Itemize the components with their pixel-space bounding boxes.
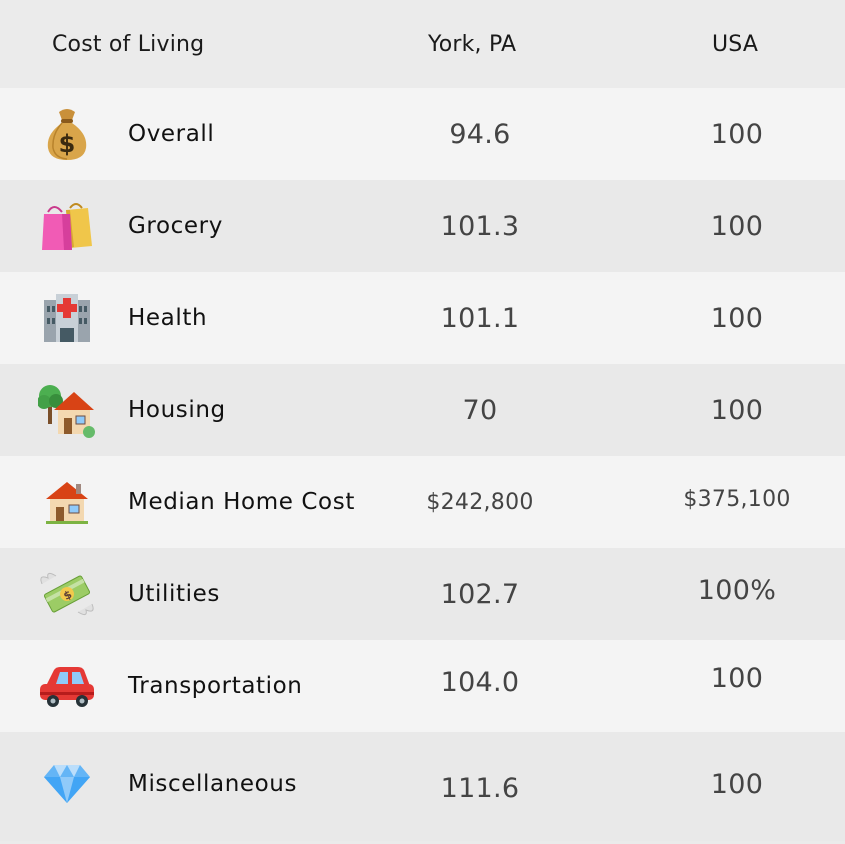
- hospital-icon: [38, 292, 96, 344]
- table-row: $ Utilities 102.7 100%: [0, 548, 845, 640]
- header-usa: USA: [712, 32, 759, 57]
- house-icon: [38, 476, 96, 528]
- york-value: 70: [462, 394, 498, 426]
- row-label: Health: [128, 304, 208, 331]
- usa-value: 100: [710, 768, 764, 800]
- usa-value: 100: [710, 662, 764, 694]
- usa-value: 100: [710, 118, 764, 150]
- table-row: Miscellaneous 111.6 100: [0, 732, 845, 841]
- york-value: 101.3: [440, 210, 520, 242]
- table-header: Cost of Living York, PA USA: [0, 0, 845, 86]
- york-value: 102.7: [440, 578, 520, 610]
- money-bag-icon: $: [38, 108, 96, 160]
- house-with-garden-icon: [38, 384, 96, 438]
- header-title: Cost of Living: [52, 32, 205, 57]
- usa-value: 100: [710, 210, 764, 242]
- row-label: Overall: [128, 120, 215, 147]
- row-label: Utilities: [128, 580, 220, 607]
- money-with-wings-icon: $: [38, 568, 96, 620]
- table-row: Health 101.1 100: [0, 272, 845, 364]
- row-label: Median Home Cost: [128, 488, 355, 515]
- row-label: Transportation: [128, 672, 303, 699]
- row-label: Housing: [128, 396, 226, 423]
- york-value: 104.0: [440, 666, 520, 698]
- row-label: Miscellaneous: [128, 770, 298, 797]
- table-row: Grocery 101.3 100: [0, 180, 845, 272]
- york-value: 111.6: [440, 772, 520, 804]
- table-row: Median Home Cost $242,800 $375,100: [0, 456, 845, 548]
- table-row: $ Overall 94.6 100: [0, 88, 845, 180]
- usa-value: 100%: [697, 574, 777, 606]
- svg-text:$: $: [59, 130, 76, 158]
- usa-value: 100: [710, 302, 764, 334]
- row-label: Grocery: [128, 212, 223, 239]
- usa-value: 100: [710, 394, 764, 426]
- table-row: Transportation 104.0 100: [0, 640, 845, 732]
- car-icon: [38, 660, 96, 712]
- shopping-bags-icon: [38, 200, 96, 252]
- table-row: Housing 70 100: [0, 364, 845, 456]
- york-value: $242,800: [426, 489, 534, 515]
- york-value: 94.6: [449, 118, 511, 150]
- york-value: 101.1: [440, 302, 520, 334]
- header-york: York, PA: [428, 32, 517, 57]
- usa-value: $375,100: [683, 486, 791, 512]
- gem-icon: [38, 758, 96, 810]
